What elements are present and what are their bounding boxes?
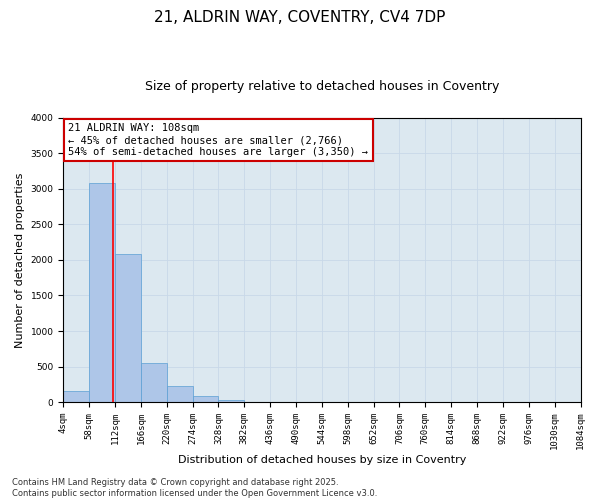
Bar [115,254,141,402]
Bar [193,396,218,402]
Text: Contains HM Land Registry data © Crown copyright and database right 2025.
Contai: Contains HM Land Registry data © Crown c… [12,478,377,498]
Y-axis label: Number of detached properties: Number of detached properties [15,172,25,348]
Bar [218,400,244,402]
Bar [167,386,193,402]
Text: 21 ALDRIN WAY: 108sqm
← 45% of detached houses are smaller (2,766)
54% of semi-d: 21 ALDRIN WAY: 108sqm ← 45% of detached … [68,124,368,156]
Title: Size of property relative to detached houses in Coventry: Size of property relative to detached ho… [145,80,499,93]
Bar [63,392,89,402]
Bar [141,363,167,402]
X-axis label: Distribution of detached houses by size in Coventry: Distribution of detached houses by size … [178,455,466,465]
Text: 21, ALDRIN WAY, COVENTRY, CV4 7DP: 21, ALDRIN WAY, COVENTRY, CV4 7DP [154,10,446,25]
Bar [89,183,115,402]
